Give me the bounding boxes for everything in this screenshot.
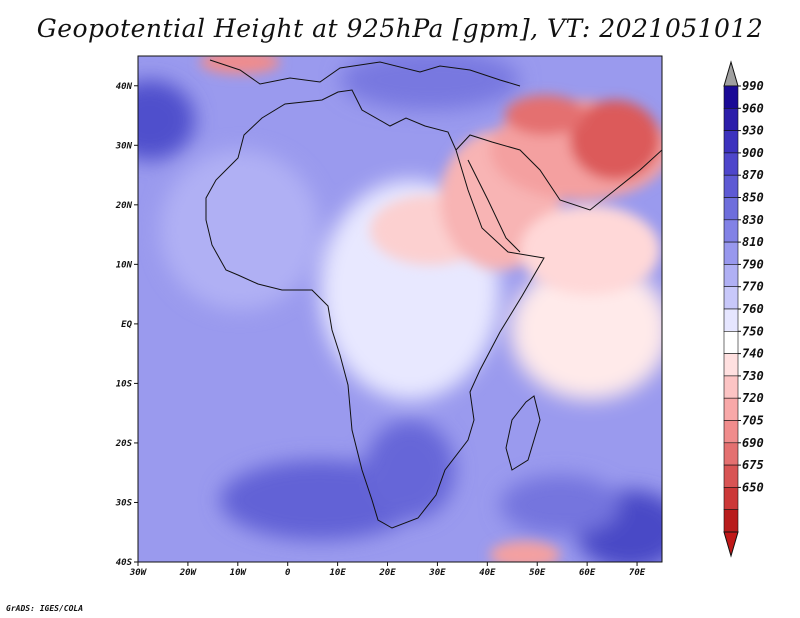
lat-tick-label: 20S xyxy=(115,439,133,449)
colorbar-segment xyxy=(723,219,739,243)
colorbar-label: 750 xyxy=(742,324,764,338)
colorbar-segment xyxy=(723,308,739,332)
field-southern-ocean-low xyxy=(490,541,560,562)
colorbar-label: 990 xyxy=(742,79,764,93)
colorbar-segment xyxy=(723,286,739,310)
colorbar-segment xyxy=(723,108,739,131)
lon-tick-label: 50E xyxy=(529,568,546,578)
africa-coastline xyxy=(205,89,545,529)
lon-tick-label: 20W xyxy=(179,568,198,578)
lat-tick-label: 20N xyxy=(115,201,133,211)
lon-tick-label: 30E xyxy=(428,568,446,578)
colorbar-label: 930 xyxy=(742,124,764,138)
latitude-axis: 40N 30N 20N 10N EQ 10S 20S 30S 40S xyxy=(115,82,138,568)
colorbar-segment xyxy=(723,397,739,421)
lat-tick-label: 10S xyxy=(116,379,133,389)
lon-tick-label: 60E xyxy=(579,568,596,578)
lat-tick-label: 10N xyxy=(116,260,133,270)
lon-tick-label: 10E xyxy=(329,568,346,578)
colorbar-segment xyxy=(723,464,739,488)
colorbar-segment xyxy=(723,487,739,510)
field-low-northwest xyxy=(138,80,195,160)
lat-tick-label: 40N xyxy=(116,82,133,92)
colorbar-label: 810 xyxy=(742,235,764,249)
colorbar-segment xyxy=(723,509,739,533)
longitude-axis: 30W 20W 10W 0 10E 20E 30E 40E 50E 60E 70E xyxy=(129,562,646,578)
colorbar-label: 760 xyxy=(742,302,764,316)
colorbar-segment xyxy=(723,442,739,466)
madagascar-coastline xyxy=(505,395,541,471)
map-title: Geopotential Height at 925hPa [gpm], VT:… xyxy=(36,14,764,43)
colorbar-label: 850 xyxy=(742,191,764,205)
lon-tick-label: 0 xyxy=(285,568,291,578)
colorbar: 990 960 930 900 870 850 830 810 790 770 760 750 740 7… xyxy=(723,60,764,558)
colorbar-segment xyxy=(723,130,739,154)
lon-tick-label: 30W xyxy=(129,568,148,578)
colorbar-label: 740 xyxy=(742,347,764,361)
colorbar-label: 720 xyxy=(742,391,764,405)
colorbar-segment xyxy=(723,420,739,444)
field-arabian-sea-low xyxy=(520,205,660,295)
red-sea-coastline xyxy=(467,159,521,253)
lat-tick-label: 40S xyxy=(116,558,133,568)
credit-text: GrADS: IGES/COLA xyxy=(6,604,84,613)
colorbar-segment xyxy=(723,197,739,221)
arabia-coastline xyxy=(455,134,662,211)
colorbar-segment xyxy=(723,174,739,198)
field-mesopotamia-low xyxy=(505,95,585,135)
colorbar-segment xyxy=(723,330,739,354)
colorbar-segment xyxy=(723,375,739,399)
lon-tick-label: 70E xyxy=(629,568,646,578)
colorbar-segment xyxy=(723,85,739,109)
colorbar-label: 675 xyxy=(742,458,764,472)
field-iberia-low xyxy=(200,56,280,74)
colorbar-label: 770 xyxy=(742,280,764,294)
lat-tick-label: EQ xyxy=(121,320,132,330)
lon-tick-label: 10W xyxy=(230,568,248,578)
colorbar-segment xyxy=(723,353,739,377)
colorbar-bottom-arrow xyxy=(723,531,739,558)
field-indian-ocean xyxy=(500,475,620,535)
colorbar-segment xyxy=(723,264,739,287)
europe-coastline xyxy=(209,59,521,87)
field-arabian-sea xyxy=(510,260,662,400)
colorbar-label: 830 xyxy=(742,213,764,227)
lat-tick-label: 30S xyxy=(115,498,133,508)
plot-frame xyxy=(137,55,663,563)
lon-tick-label: 20E xyxy=(378,568,396,578)
lon-tick-label: 40E xyxy=(479,568,496,578)
colorbar-label: 650 xyxy=(742,480,764,494)
colorbar-top-arrow xyxy=(723,60,739,87)
height-field xyxy=(138,56,662,562)
colorbar-segment xyxy=(723,152,739,176)
field-iran-low xyxy=(570,100,660,180)
colorbar-label: 960 xyxy=(742,101,764,115)
colorbar-label: 730 xyxy=(742,369,764,383)
colorbar-label: 705 xyxy=(742,414,764,428)
colorbar-segment xyxy=(723,241,739,265)
lat-tick-label: 30N xyxy=(115,141,133,151)
colorbar-label: 790 xyxy=(742,257,764,271)
colorbar-label: 690 xyxy=(742,436,764,450)
field-mediterranean xyxy=(340,56,520,110)
coastlines xyxy=(205,59,662,529)
colorbar-label: 900 xyxy=(742,146,764,160)
field-west-africa xyxy=(160,150,320,310)
field-southern-africa xyxy=(365,420,455,520)
colorbar-label: 870 xyxy=(742,168,764,182)
